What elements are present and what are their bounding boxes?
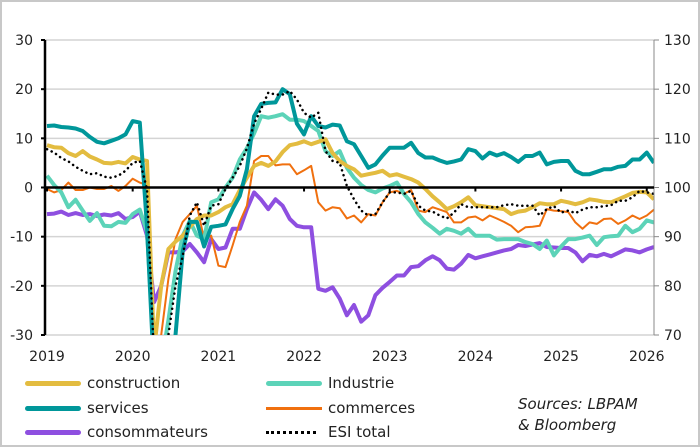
right-axis-tick-label: 100: [664, 181, 691, 197]
series-line-commerces: [46, 155, 654, 335]
left-axis-tick-label: -30: [10, 328, 33, 344]
legend-swatch: [266, 407, 322, 410]
legend-item-industrie: Industrie: [266, 374, 394, 392]
x-axis-tick-label: 2020: [115, 349, 151, 365]
series-line-industrie: [45, 112, 654, 335]
source-line-2: & Bloomberg: [518, 416, 617, 434]
series-line-construction: [46, 137, 654, 335]
left-axis-tick-label: 30: [15, 33, 33, 49]
legend-swatch: [25, 430, 81, 435]
legend-label: Industrie: [328, 374, 395, 392]
legend-item-services: services: [25, 399, 149, 417]
x-axis-tick-label: 2021: [201, 349, 237, 365]
x-axis-tick-label: 2024: [458, 349, 494, 365]
left-axis-tick-label: 20: [15, 82, 33, 98]
right-axis-tick-label: 70: [664, 328, 682, 344]
right-axis-tick-label: 110: [664, 131, 691, 147]
x-axis-tick-label: 2026: [629, 349, 665, 365]
left-axis-tick-label: -20: [10, 279, 33, 295]
legend-item-esi-total: ESI total: [266, 423, 391, 441]
legend-label: services: [87, 399, 149, 417]
legend-item-consommateurs: consommateurs: [25, 423, 208, 441]
legend-swatch: [25, 381, 81, 386]
legend-item-commerces: commerces: [266, 399, 415, 417]
legend-swatch: [25, 406, 81, 411]
legend-label: ESI total: [328, 423, 391, 441]
series-line-services: [46, 87, 654, 335]
right-axis-tick-label: 130: [664, 33, 691, 49]
left-axis-tick-label: -10: [10, 230, 33, 246]
legend-swatch: [266, 431, 316, 434]
right-axis-tick-label: 90: [664, 230, 682, 246]
right-axis-tick-label: 80: [664, 279, 682, 295]
left-axis-tick-label: 0: [24, 181, 33, 197]
right-axis-tick-label: 120: [664, 82, 691, 98]
source-line-1: Sources: LBPAM: [518, 395, 638, 413]
x-axis-tick-label: 2022: [286, 349, 322, 365]
x-axis-tick-label: 2023: [372, 349, 408, 365]
legend-label: commerces: [328, 399, 416, 417]
legend-label: consommateurs: [87, 423, 208, 441]
series-line-esi-total: [45, 89, 654, 335]
x-axis-tick-label: 2025: [543, 349, 579, 365]
legend-label: construction: [87, 374, 181, 392]
x-axis-tick-label: 2019: [29, 349, 65, 365]
legend-swatch: [266, 381, 322, 386]
left-axis-tick-label: 10: [15, 131, 33, 147]
legend-item-construction: construction: [25, 374, 180, 392]
